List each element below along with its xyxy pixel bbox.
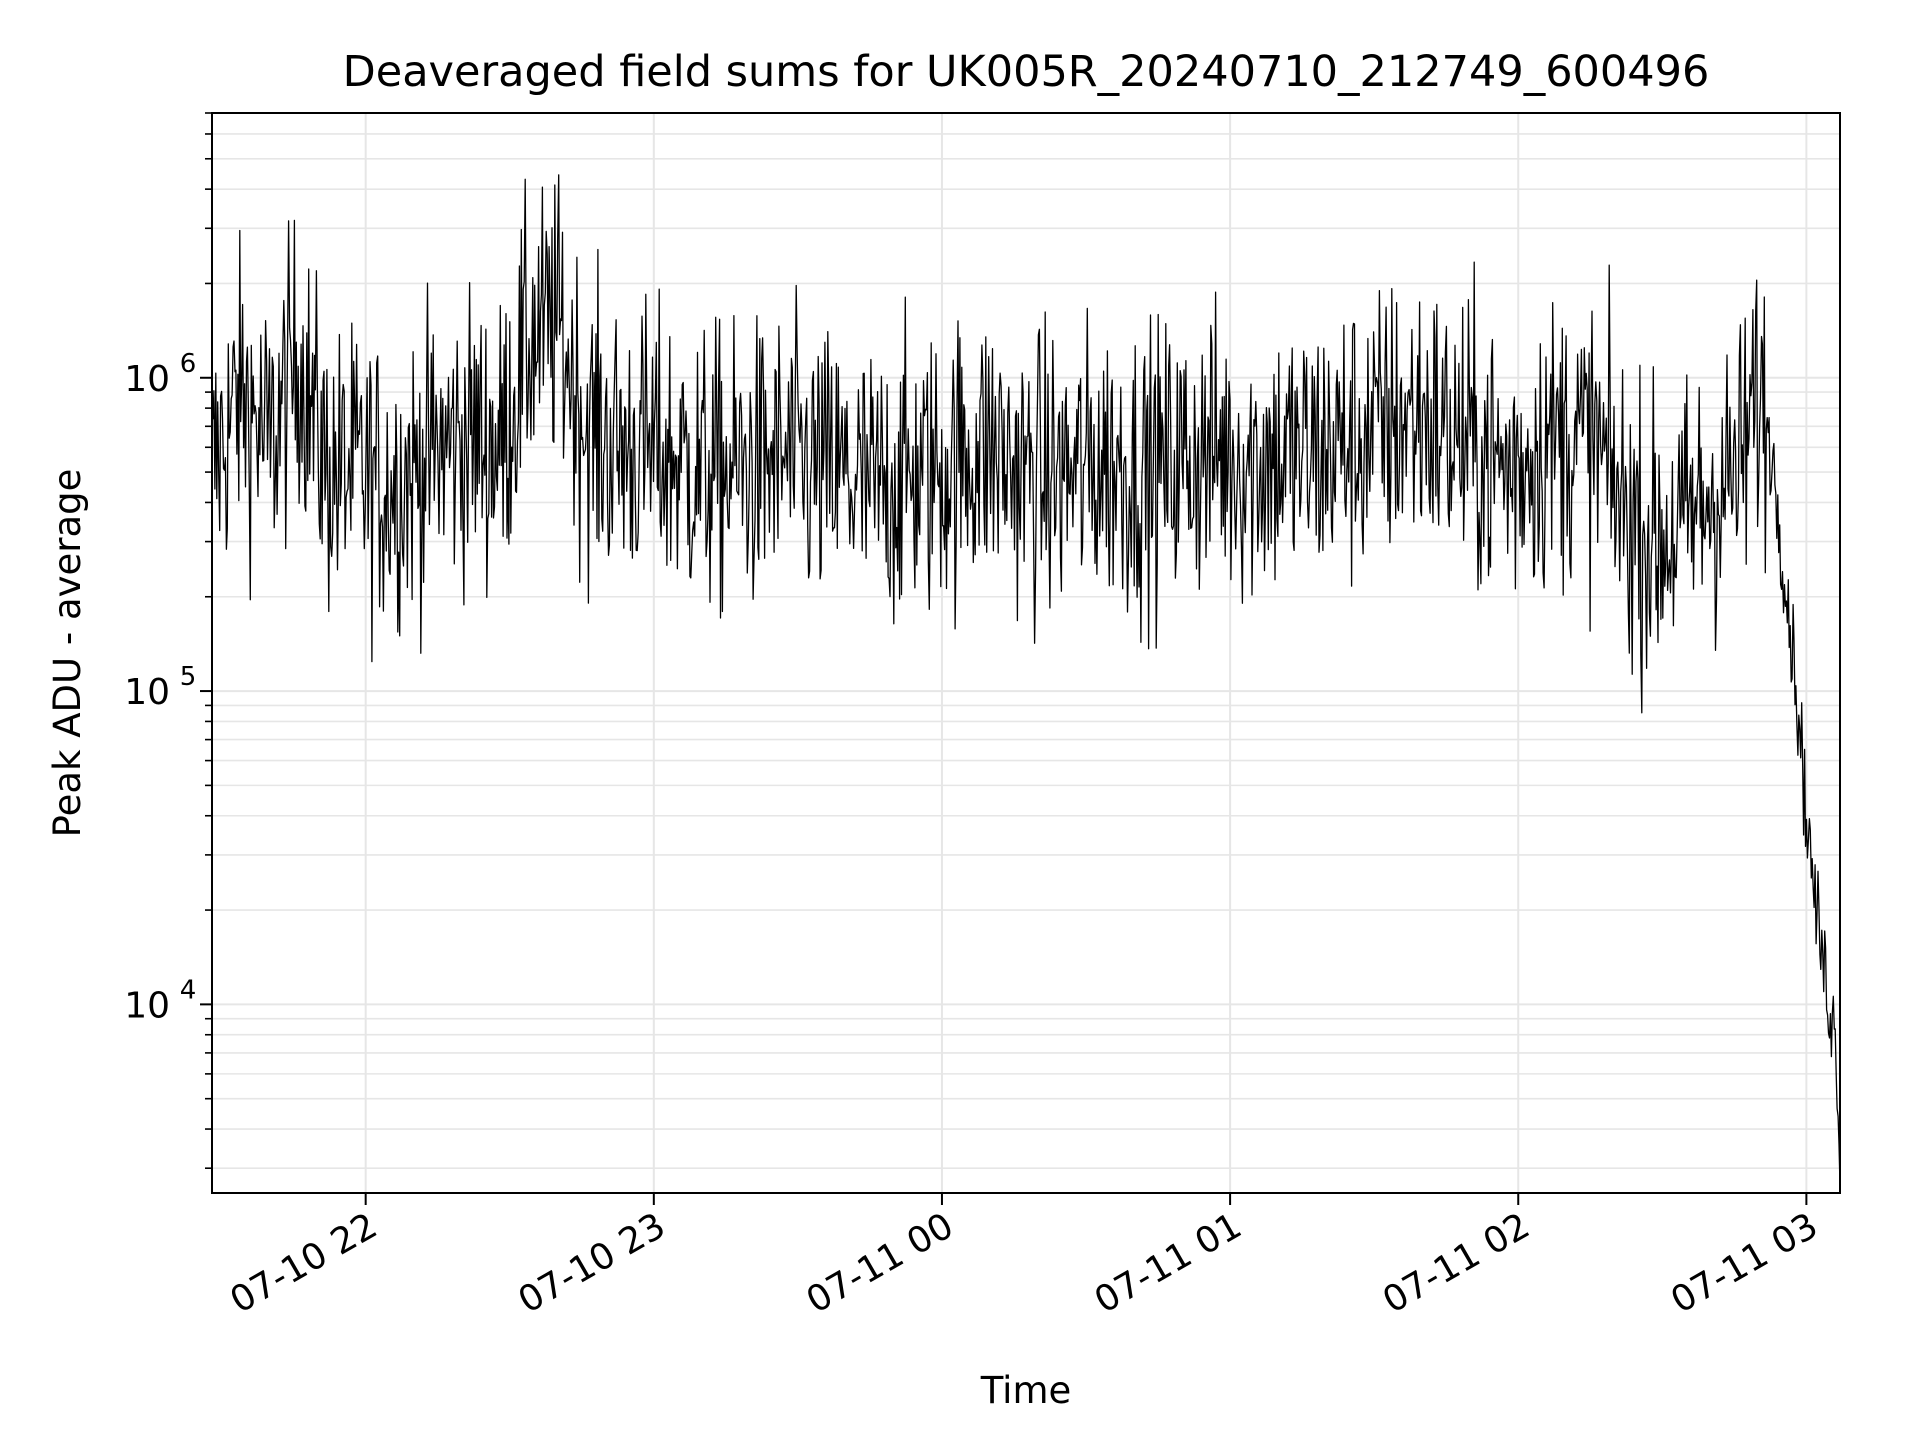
x-tick-label: 07-11 00 — [800, 1205, 961, 1321]
chart-title: Deaveraged field sums for UK005R_2024071… — [343, 47, 1710, 97]
plot-frame — [211, 112, 1841, 1194]
x-tick-label: 07-11 02 — [1376, 1205, 1537, 1321]
y-axis-label: Peak ADU - average — [46, 469, 89, 838]
y-tick-exponent: 6 — [180, 349, 197, 379]
y-tick-exponent: 5 — [180, 662, 197, 692]
series-layer — [211, 174, 1841, 1187]
y-tick-label: 10 — [124, 985, 170, 1026]
x-tick-label: 07-10 22 — [224, 1205, 385, 1321]
x-tick-label: 07-11 03 — [1664, 1205, 1825, 1321]
x-tick-label: 07-11 01 — [1088, 1205, 1249, 1321]
y-axis: 10 4 10 5 10 6 — [124, 112, 212, 1169]
series-line — [211, 174, 1841, 1187]
x-tick-label: 07-10 23 — [512, 1205, 673, 1321]
y-tick-label: 10 — [124, 672, 170, 713]
y-tick-exponent: 4 — [180, 975, 197, 1005]
y-tick-label: 10 — [124, 359, 170, 400]
x-axis-label: Time — [980, 1369, 1072, 1412]
x-axis: 07-10 22 07-10 23 07-11 00 07-11 01 07-11 02… — [224, 1193, 1825, 1322]
grid — [212, 112, 1840, 1193]
